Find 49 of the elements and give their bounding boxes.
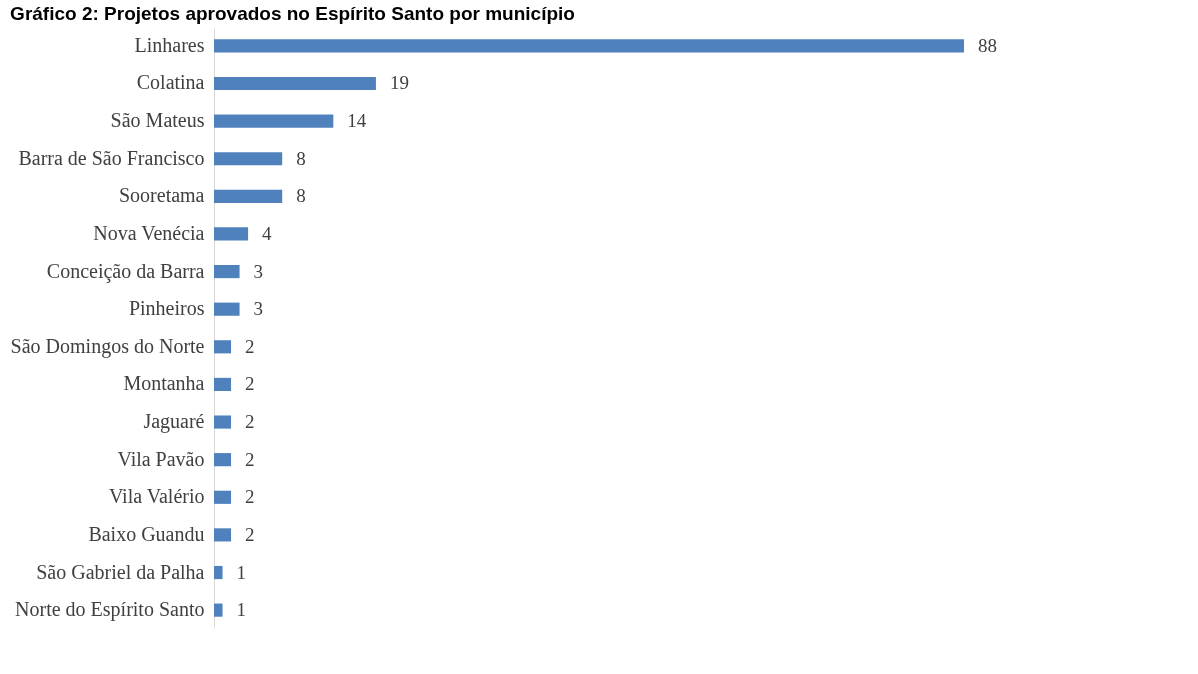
data-label: 2 — [245, 411, 255, 433]
data-label: 2 — [245, 448, 255, 470]
bar — [214, 603, 223, 617]
bar — [214, 528, 232, 542]
y-tick-label: Linhares — [134, 33, 205, 56]
data-label: 8 — [296, 147, 306, 169]
y-tick-label: Vila Valério — [108, 485, 205, 508]
y-tick-label: Barra de São Francisco — [18, 146, 205, 169]
y-tick-label: São Mateus — [110, 109, 205, 132]
y-tick-label: Norte do Espírito Santo — [15, 598, 205, 622]
y-tick-label: São Domingos do Norte — [10, 334, 205, 358]
bar — [214, 453, 232, 467]
bar — [214, 302, 240, 316]
y-tick-label: Jaguaré — [143, 410, 205, 434]
y-tick-label: Colatina — [136, 71, 205, 94]
bar — [214, 415, 232, 429]
data-label: 4 — [262, 222, 273, 244]
y-tick-label: Sooretama — [118, 184, 205, 207]
data-label: 2 — [245, 373, 255, 395]
bar — [214, 39, 964, 53]
data-label: 8 — [296, 185, 306, 207]
bar — [214, 189, 283, 203]
bar — [214, 377, 232, 392]
bar — [214, 264, 240, 279]
bar — [214, 340, 232, 354]
y-tick-label: Montanha — [123, 372, 205, 395]
data-label: 19 — [389, 72, 409, 94]
bar — [214, 490, 232, 504]
bar — [214, 152, 283, 166]
y-tick-label: Vila Pavão — [117, 447, 205, 470]
data-label: 3 — [253, 260, 264, 282]
bar — [214, 565, 223, 580]
data-label: 2 — [245, 486, 255, 508]
bar — [214, 76, 376, 91]
bar — [214, 114, 334, 128]
data-label: 1 — [236, 561, 247, 583]
y-tick-label: São Gabriel da Palha — [36, 560, 205, 583]
data-label: 1 — [236, 599, 247, 621]
y-tick-label: Pinheiros — [128, 297, 205, 320]
y-tick-label: Nova Venécia — [93, 221, 205, 244]
y-tick-label: Baixo Guandu — [88, 522, 205, 545]
chart-title: Gráfico 2: Projetos aprovados no Espírito Santo por município — [10, 3, 575, 24]
bar — [214, 227, 249, 241]
data-label: 88 — [978, 34, 997, 56]
y-tick-label: Conceição da Barra — [46, 259, 205, 283]
data-label: 2 — [245, 523, 255, 545]
data-label: 2 — [245, 335, 255, 357]
data-label: 14 — [347, 110, 367, 132]
data-label: 3 — [253, 298, 264, 320]
